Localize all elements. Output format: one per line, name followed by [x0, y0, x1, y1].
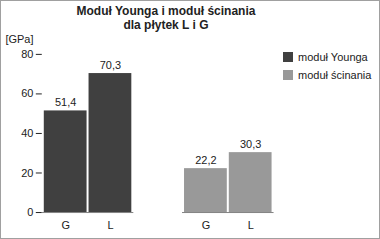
svg-text:0: 0	[27, 206, 33, 218]
svg-text:51,4: 51,4	[55, 96, 76, 108]
svg-text:L: L	[248, 219, 254, 231]
svg-text:60: 60	[21, 87, 33, 99]
svg-text:80: 80	[21, 48, 33, 60]
svg-text:L: L	[107, 219, 113, 231]
svg-text:G: G	[61, 219, 70, 231]
svg-text:40: 40	[21, 127, 33, 139]
html-text:moduł Younga: moduł Younga	[298, 51, 368, 63]
svg-text:20: 20	[21, 166, 33, 178]
svg-text:22,2: 22,2	[195, 154, 216, 166]
svg-text:30,3: 30,3	[240, 138, 261, 150]
svg-text:G: G	[202, 219, 211, 231]
svg-text:70,3: 70,3	[100, 59, 121, 71]
html-text:moduł ścinania: moduł ścinania	[298, 69, 372, 81]
svg-text:[GPa]: [GPa]	[5, 33, 33, 45]
html-text:Moduł Younga i moduł ścinania: Moduł Younga i moduł ścinania dla płytek…	[76, 4, 256, 32]
